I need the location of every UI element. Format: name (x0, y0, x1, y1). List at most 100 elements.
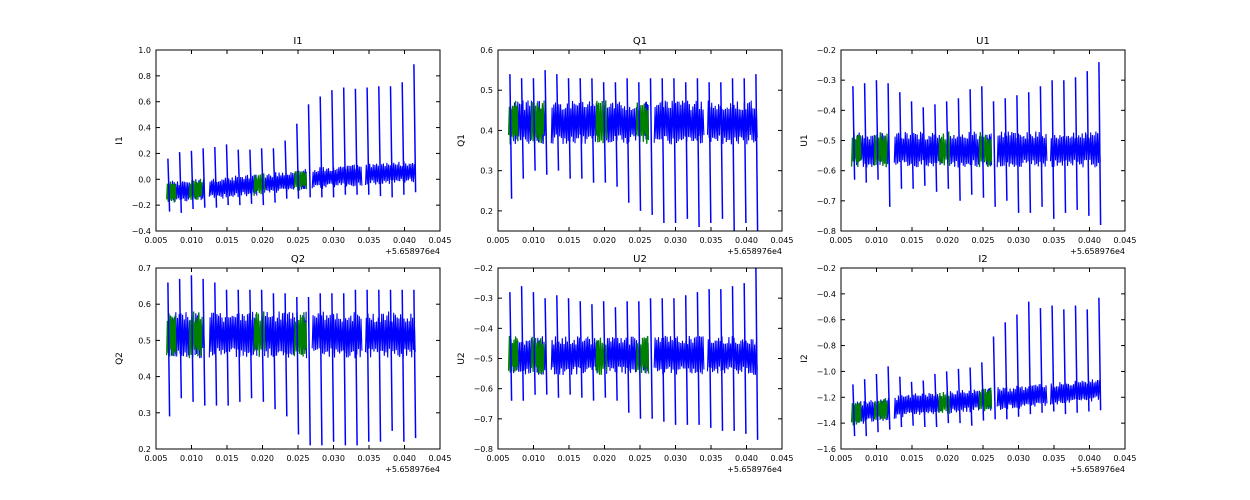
spike-mark (178, 152, 183, 213)
x-tick-label: 0.020 (936, 454, 959, 463)
spike-mark (649, 298, 653, 419)
spike-mark (626, 78, 630, 203)
spike-mark (591, 78, 595, 183)
spike-mark (1063, 80, 1067, 213)
series-1-segment (985, 133, 993, 167)
x-tick-label: 0.040 (393, 236, 416, 245)
y-tick-label: −0.6 (817, 316, 836, 325)
x-tick-label: 0.030 (322, 236, 345, 245)
spike-mark (401, 82, 405, 195)
plot-area (507, 268, 759, 440)
y-axis-label: Q2 (115, 352, 125, 365)
spike-mark (567, 298, 571, 395)
x-tick-label: 0.015 (901, 454, 924, 463)
plot-area (507, 70, 759, 231)
spike-mark (167, 158, 171, 212)
spike-mark (899, 92, 903, 189)
y-tick-label: 0.0 (138, 175, 151, 184)
spike-mark (684, 295, 689, 425)
x-tick-label: 0.035 (1043, 236, 1066, 245)
plot-area (166, 275, 417, 446)
spike-mark (910, 101, 914, 189)
y-tick-label: −1.2 (817, 393, 836, 402)
plot-area (850, 297, 1102, 437)
spike-mark (284, 140, 288, 199)
spike-mark (638, 82, 642, 211)
y-tick-label: −0.2 (474, 264, 493, 273)
x-tick-label: 0.040 (735, 236, 758, 245)
series-1-segment (194, 312, 205, 359)
series-2-segment (530, 336, 545, 375)
x-tick-label: 0.045 (1114, 454, 1137, 463)
spike-mark (556, 295, 560, 398)
y-tick-label: 1.0 (138, 46, 151, 55)
series-2-segment (507, 335, 519, 373)
spike-mark (272, 293, 276, 410)
series-1-segment (893, 131, 943, 168)
spike-mark (957, 368, 961, 424)
x-tick-label: 0.035 (1043, 454, 1066, 463)
chart-title: I1 (293, 36, 302, 47)
spike-mark (214, 146, 218, 208)
spike-mark (413, 289, 417, 439)
spike-mark (743, 283, 747, 434)
y-tick-label: −1.0 (817, 367, 836, 376)
x-tick-label: 0.035 (358, 236, 381, 245)
spike-mark (910, 381, 914, 426)
spike-mark (1004, 322, 1008, 420)
series-1-segment (949, 389, 981, 414)
spike-mark (661, 298, 665, 422)
spike-mark (626, 301, 630, 413)
series-2-segment (166, 181, 177, 203)
spike-mark (401, 289, 405, 442)
y-axis-label: U1 (800, 134, 810, 146)
spike-mark (249, 149, 253, 204)
y-axis-label: Q1 (457, 134, 467, 147)
spike-mark (1004, 98, 1008, 201)
spike-mark (532, 292, 536, 395)
spike-mark (178, 278, 183, 399)
spike-mark (969, 367, 973, 426)
x-offset-label: +5.658976e4 (727, 247, 782, 256)
spike-mark (731, 286, 735, 431)
spike-mark (389, 86, 393, 198)
spike-mark (342, 87, 347, 195)
spike-mark (331, 90, 335, 198)
spike-mark (696, 78, 700, 228)
series-2-segment (293, 170, 308, 191)
spike-mark (602, 82, 607, 183)
x-offset-label: +5.658976e4 (1070, 465, 1125, 474)
y-tick-label: −1.6 (817, 445, 836, 454)
x-tick-label: 0.005 (487, 236, 510, 245)
x-tick-label: 0.045 (771, 236, 794, 245)
y-tick-label: −0.8 (817, 227, 836, 236)
spike-mark (225, 289, 229, 406)
series-1-segment (264, 172, 295, 193)
y-tick-label: −0.4 (474, 324, 493, 333)
spike-mark (945, 101, 950, 189)
spike-mark (934, 104, 938, 192)
x-tick-label: 0.005 (487, 454, 510, 463)
x-tick-label: 0.030 (1007, 236, 1030, 245)
spike-mark (284, 293, 288, 417)
series-1-segment (536, 100, 547, 145)
x-tick-label: 0.030 (322, 454, 345, 463)
spike-mark (708, 82, 712, 224)
spike-mark (591, 304, 595, 401)
x-tick-label: 0.020 (251, 236, 274, 245)
spike-mark (307, 104, 311, 198)
spike-mark (378, 86, 382, 197)
spike-mark (887, 83, 891, 207)
subplot-i2: 0.005 0.010 0.015 0.020 0.025 0.030 0.035 0.040… (800, 254, 1136, 474)
spike-mark (366, 87, 370, 195)
spike-mark (638, 301, 642, 419)
series-1-segment (264, 311, 295, 358)
x-tick-label: 0.035 (700, 236, 723, 245)
series-2-segment (850, 131, 862, 168)
spike-mark (614, 307, 618, 401)
spike-mark (852, 86, 856, 180)
x-tick-label: 0.015 (216, 454, 239, 463)
spike-mark (649, 78, 653, 215)
spike-mark (614, 82, 618, 187)
